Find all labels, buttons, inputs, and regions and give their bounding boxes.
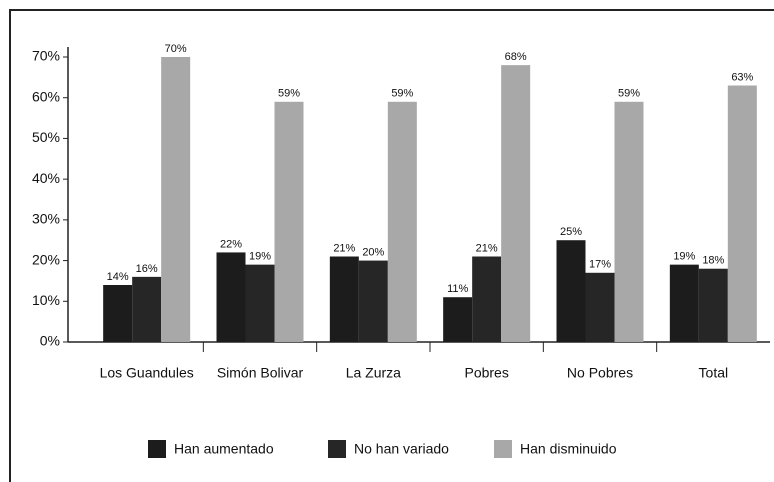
y-tick-label: 30% (32, 211, 60, 227)
value-label: 25% (560, 226, 582, 238)
x-tick-label: Pobres (464, 365, 508, 381)
bar (161, 57, 191, 342)
bar (556, 240, 586, 342)
value-label: 59% (278, 88, 300, 100)
bar (669, 264, 699, 342)
bar (216, 252, 246, 342)
y-tick-label: 0% (40, 333, 60, 349)
y-tick-label: 60% (32, 88, 60, 104)
value-label: 19% (249, 251, 271, 263)
bar (698, 268, 728, 342)
value-label: 17% (589, 259, 611, 271)
x-tick-label: La Zurza (346, 365, 401, 381)
bar (132, 276, 162, 342)
value-label: 59% (618, 88, 640, 100)
bar (614, 101, 644, 343)
y-tick-label: 40% (32, 170, 60, 186)
y-tick-label: 20% (32, 251, 60, 267)
legend-swatch (148, 440, 166, 458)
legend-swatch (494, 440, 512, 458)
value-label: 63% (731, 71, 753, 83)
x-tick-label: Total (699, 365, 729, 381)
value-label: 68% (505, 51, 527, 63)
x-tick-label: Los Guandules (100, 365, 194, 381)
legend-label: Han disminuido (520, 441, 617, 457)
bar (358, 260, 388, 342)
value-label: 19% (673, 251, 695, 263)
value-label: 16% (136, 263, 158, 275)
bar (727, 85, 757, 342)
bar (472, 256, 502, 342)
y-tick-label: 70% (32, 48, 60, 64)
value-label: 11% (447, 283, 468, 295)
value-label: 22% (220, 238, 242, 250)
legend-label: Han aumentado (174, 441, 274, 457)
y-tick-label: 10% (32, 292, 60, 308)
bar (585, 272, 615, 342)
value-label: 21% (476, 242, 498, 254)
value-label: 14% (107, 271, 129, 283)
bar (103, 285, 133, 342)
bar (443, 297, 473, 342)
y-tick-label: 50% (32, 129, 60, 145)
value-label: 59% (391, 88, 413, 100)
value-label: 21% (333, 242, 355, 254)
legend-label: No han variado (354, 441, 449, 457)
frame (9, 9, 774, 482)
x-tick-label: Simón Bolivar (217, 365, 304, 381)
bar (387, 101, 417, 343)
value-label: 70% (165, 43, 187, 55)
bar (274, 101, 304, 343)
bar (329, 256, 359, 342)
value-label: 20% (362, 246, 384, 258)
x-tick-label: No Pobres (567, 365, 633, 381)
legend-swatch (328, 440, 346, 458)
bar (501, 65, 531, 343)
value-label: 18% (702, 255, 724, 267)
bar (245, 264, 275, 342)
